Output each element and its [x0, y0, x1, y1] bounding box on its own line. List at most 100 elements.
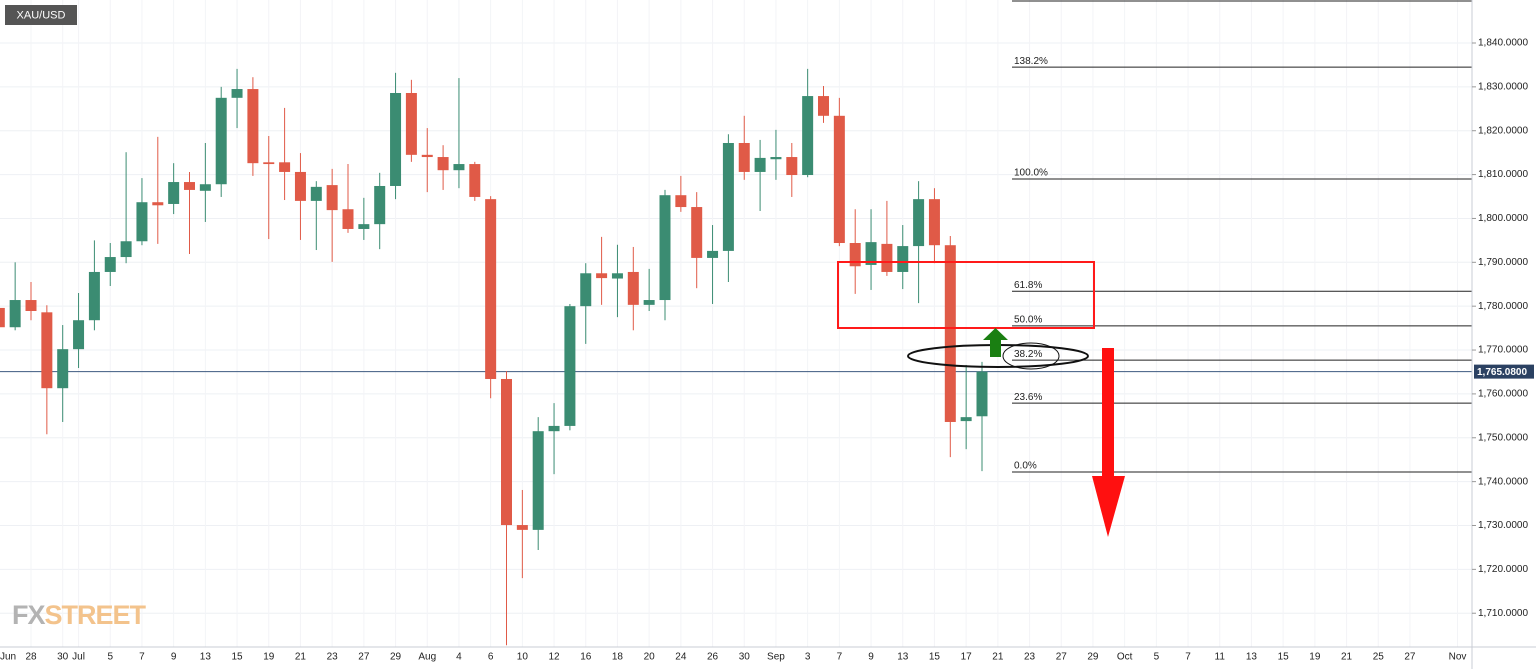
x-tick-label: 18 [612, 652, 624, 663]
candle-body [199, 184, 211, 191]
x-tick-label: 21 [1341, 652, 1353, 663]
candle-body [818, 96, 829, 116]
x-tick-label: Jun [0, 652, 16, 663]
candle-body [25, 300, 37, 311]
x-tick-label: Aug [418, 652, 436, 663]
candle-body [57, 349, 69, 389]
candle-body [73, 320, 85, 350]
candle-body [865, 242, 877, 265]
fib-label: 50.0% [1014, 315, 1042, 326]
y-tick-label: 1,730.0000 [1478, 520, 1528, 531]
candle-body [263, 162, 275, 165]
x-tick-label: 5 [1154, 652, 1160, 663]
fib-label: 38.2% [1014, 349, 1042, 360]
x-tick-label: 26 [707, 652, 719, 663]
x-tick-label: 21 [992, 652, 1004, 663]
y-tick-label: 1,740.0000 [1478, 476, 1528, 487]
candle-body [326, 185, 338, 211]
x-tick-label: 5 [107, 652, 113, 663]
candle-body [897, 246, 909, 272]
x-tick-label: 10 [517, 652, 529, 663]
last-price-box [1474, 364, 1534, 379]
x-tick-label: 27 [1056, 652, 1068, 663]
candle-body [0, 307, 5, 328]
x-tick-label: 3 [805, 652, 811, 663]
candle-body [659, 195, 671, 301]
candle-body [294, 171, 306, 201]
y-tick-label: 1,710.0000 [1478, 608, 1528, 619]
candle-body [944, 245, 956, 422]
x-tick-label: 7 [1185, 652, 1191, 663]
x-tick-label: Sep [767, 652, 785, 663]
watermark: FXSTREET [12, 600, 147, 630]
x-tick-label: 29 [390, 652, 402, 663]
x-tick-label: 13 [897, 652, 909, 663]
y-tick-label: 1,790.0000 [1478, 257, 1528, 268]
ellipse-small [1002, 342, 1060, 370]
x-tick-label: 27 [1404, 652, 1416, 663]
candle-body [184, 182, 195, 190]
candle-body [802, 96, 814, 176]
x-tick-label: 16 [580, 652, 592, 663]
x-tick-label: 25 [1373, 652, 1385, 663]
candle-body [9, 300, 21, 328]
candle-body [707, 250, 719, 258]
candle-body [738, 142, 750, 172]
x-tick-label: 7 [139, 652, 145, 663]
x-tick-label: Oct [1117, 652, 1133, 663]
x-tick-label: 24 [675, 652, 687, 663]
candle-body [913, 199, 925, 247]
candle-body [469, 164, 481, 197]
x-tick-label: Nov [1449, 652, 1467, 663]
fib-label: 61.8% [1014, 280, 1042, 291]
axes: 1,710.0000 1,720.0000 1,730.0000 1,740.0000… [0, 38, 1534, 663]
y-tick-label: 1,810.0000 [1478, 169, 1528, 180]
candle-body [247, 89, 259, 164]
fib-levels: 138.2% 100.0% 61.8% 50.0% 38.2% 23.6% 0.0% [1012, 0, 1472, 473]
x-tick-label: 19 [263, 652, 275, 663]
candle-body [342, 209, 354, 229]
candle-body [485, 199, 497, 379]
x-tick-label: 9 [868, 652, 874, 663]
x-tick-label: Jul [72, 652, 85, 663]
fib-label: 138.2% [1014, 56, 1048, 67]
symbol: XAU/USD [17, 9, 66, 21]
candle-body [643, 300, 655, 305]
annotations [837, 261, 1125, 537]
zone-box [837, 261, 1095, 329]
candle-body [405, 92, 417, 155]
x-tick-label: 30 [57, 652, 69, 663]
y-tick-label: 1,820.0000 [1478, 125, 1528, 136]
candle-body [928, 199, 940, 246]
candle-body [136, 202, 148, 242]
x-tick-label: 11 [1215, 652, 1226, 663]
y-tick-label: 1,760.0000 [1478, 389, 1528, 400]
x-tick-label: 29 [1087, 652, 1099, 663]
fib-label: 0.0% [1014, 461, 1037, 472]
candle-body [41, 312, 53, 389]
up-arrow [983, 328, 1008, 357]
candle-body [976, 371, 988, 417]
x-tick-label: 15 [231, 652, 243, 663]
candle-body [231, 89, 243, 98]
candle-body [580, 273, 592, 307]
candle-body [754, 157, 766, 172]
x-tick-label: 17 [961, 652, 973, 663]
grid [0, 0, 1472, 647]
watermark-fx: FX [12, 600, 45, 630]
candle-body [516, 525, 528, 530]
candle-body [453, 164, 465, 171]
candle-body [833, 115, 845, 244]
candle-body [310, 186, 322, 201]
candle-body [168, 182, 180, 204]
x-tick-label: 15 [1278, 652, 1290, 663]
candle-body [691, 207, 703, 258]
symbol-box [5, 5, 77, 25]
candle-body [596, 273, 608, 279]
x-tick-label: 20 [644, 652, 656, 663]
watermark-street: STREET [45, 600, 147, 630]
y-tick-label: 1,800.0000 [1478, 213, 1528, 224]
x-tick-label: 23 [327, 652, 339, 663]
candle-body [374, 185, 386, 225]
